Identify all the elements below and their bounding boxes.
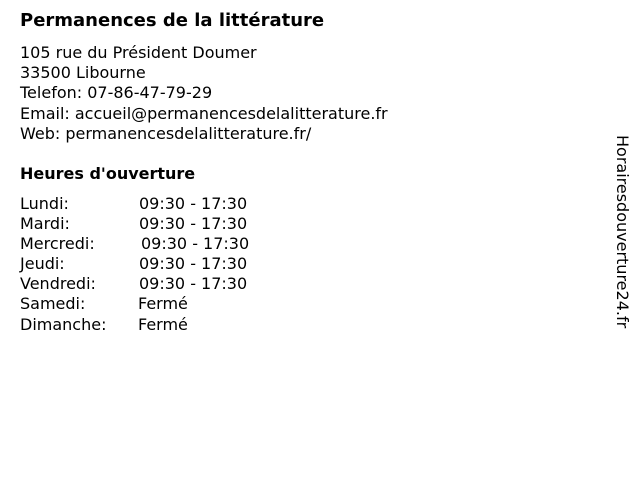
- address-block: 105 rue du Président Doumer 33500 Libour…: [20, 43, 388, 144]
- day-label: Jeudi:: [20, 254, 65, 274]
- street: 105 rue du Président Doumer: [20, 43, 257, 62]
- hours-row: Mercredi: 09:30 - 17:30: [20, 234, 249, 254]
- day-label: Lundi:: [20, 194, 69, 213]
- hours-row: Samedi: Fermé: [20, 294, 188, 314]
- phone: Telefon: 07-86-47-79-29: [20, 83, 213, 103]
- time-value: 09:30 - 17:30: [139, 274, 248, 294]
- hours-row: Dimanche: Fermé: [20, 314, 188, 335]
- hours-row: Jeudi: 09:30 - 17:30: [20, 254, 247, 274]
- website: Web: permanencesdelalitterature.fr/: [20, 123, 312, 143]
- time-value: 09:30 - 17:30: [139, 194, 248, 213]
- hours-heading: Heures d'ouverture: [20, 164, 196, 183]
- hours-row: Mardi: 09:30 - 17:30: [20, 214, 247, 234]
- time-value: Fermé: [138, 294, 188, 314]
- watermark-text: Horairesdouverture24.fr: [613, 135, 632, 329]
- day-label: Mardi:: [20, 214, 70, 234]
- time-value: 09:30 - 17:30: [139, 254, 248, 274]
- page-title: Permanences de la littérature: [20, 10, 325, 31]
- time-value: 09:30 - 17:30: [141, 234, 250, 254]
- time-value: 09:30 - 17:30: [139, 214, 248, 234]
- day-label: Samedi:: [20, 294, 86, 314]
- email: Email: accueil@permanencesdelalitteratur…: [20, 103, 388, 123]
- day-label: Vendredi:: [20, 274, 96, 294]
- day-label: Dimanche:: [20, 314, 107, 334]
- hours-row: Vendredi: 09:30 - 17:30: [20, 274, 247, 294]
- hours-row: Lundi: 09:30 - 17:30: [20, 194, 247, 214]
- time-value: Fermé: [138, 314, 188, 334]
- day-label: Mercredi:: [20, 234, 95, 254]
- city: 33500 Libourne: [20, 63, 146, 83]
- hours-table: Lundi: 09:30 - 17:30 Mardi: 09:30 - 17:30 …: [20, 194, 249, 335]
